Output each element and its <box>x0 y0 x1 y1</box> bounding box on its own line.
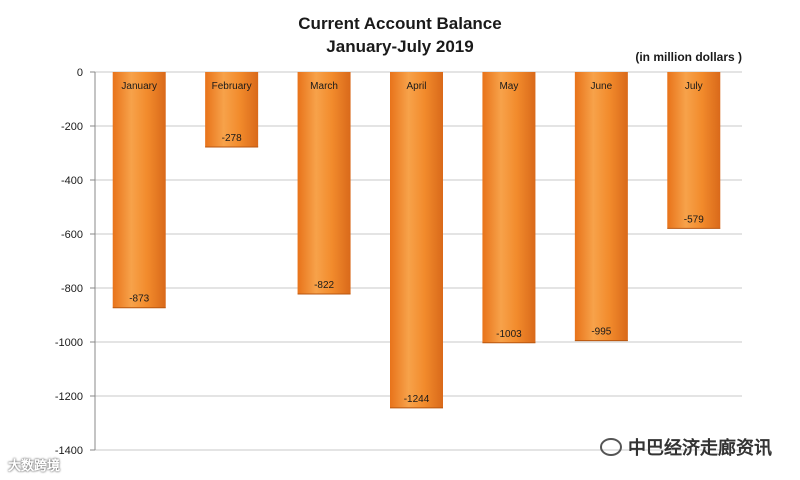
y-tick-label: 0 <box>77 67 83 79</box>
category-label: June <box>591 81 613 92</box>
data-label: -1003 <box>496 329 522 340</box>
data-label: -873 <box>129 294 149 305</box>
chart-title-line1: Current Account Balance <box>298 14 502 33</box>
category-label: April <box>406 81 426 92</box>
y-tick-label: -1000 <box>55 337 83 349</box>
unit-note: (in million dollars ) <box>635 50 742 64</box>
chart-title: Current Account Balance January-July 201… <box>0 12 800 58</box>
y-tick-label: -800 <box>61 283 83 295</box>
chart-title-line2: January-July 2019 <box>326 37 474 56</box>
bars <box>112 72 721 409</box>
data-label: -278 <box>222 133 242 144</box>
watermark-right: 中巴经济走廊资讯 <box>600 434 772 460</box>
wechat-icon <box>600 438 622 456</box>
y-tick-label: -400 <box>61 175 83 187</box>
bar-may <box>482 72 536 343</box>
category-label: May <box>499 81 518 92</box>
data-label: -822 <box>314 280 334 291</box>
bar-march <box>297 72 351 294</box>
labels: 0 -200 -400 -600 -800 -1000 -1200 -1400 January -… <box>55 67 704 457</box>
category-label: March <box>310 81 338 92</box>
category-label: January <box>121 81 157 92</box>
y-tick-label: -1400 <box>55 445 83 457</box>
y-tick-label: -600 <box>61 229 83 241</box>
watermark-right-text: 中巴经济走廊资讯 <box>628 438 772 458</box>
data-label: -1244 <box>404 394 430 405</box>
data-label: -995 <box>591 327 611 338</box>
bar-april <box>390 72 443 408</box>
data-label: -579 <box>684 214 704 225</box>
y-tick-label: -200 <box>61 121 83 133</box>
bar-january <box>112 72 166 308</box>
bar-july <box>667 72 721 229</box>
bar-june <box>574 72 628 341</box>
bar-february <box>205 72 259 148</box>
category-label: February <box>212 81 252 92</box>
axes <box>90 71 96 451</box>
watermark-left: 大数跨境 <box>8 458 61 473</box>
category-label: July <box>685 81 703 92</box>
y-tick-label: -1200 <box>55 391 83 403</box>
